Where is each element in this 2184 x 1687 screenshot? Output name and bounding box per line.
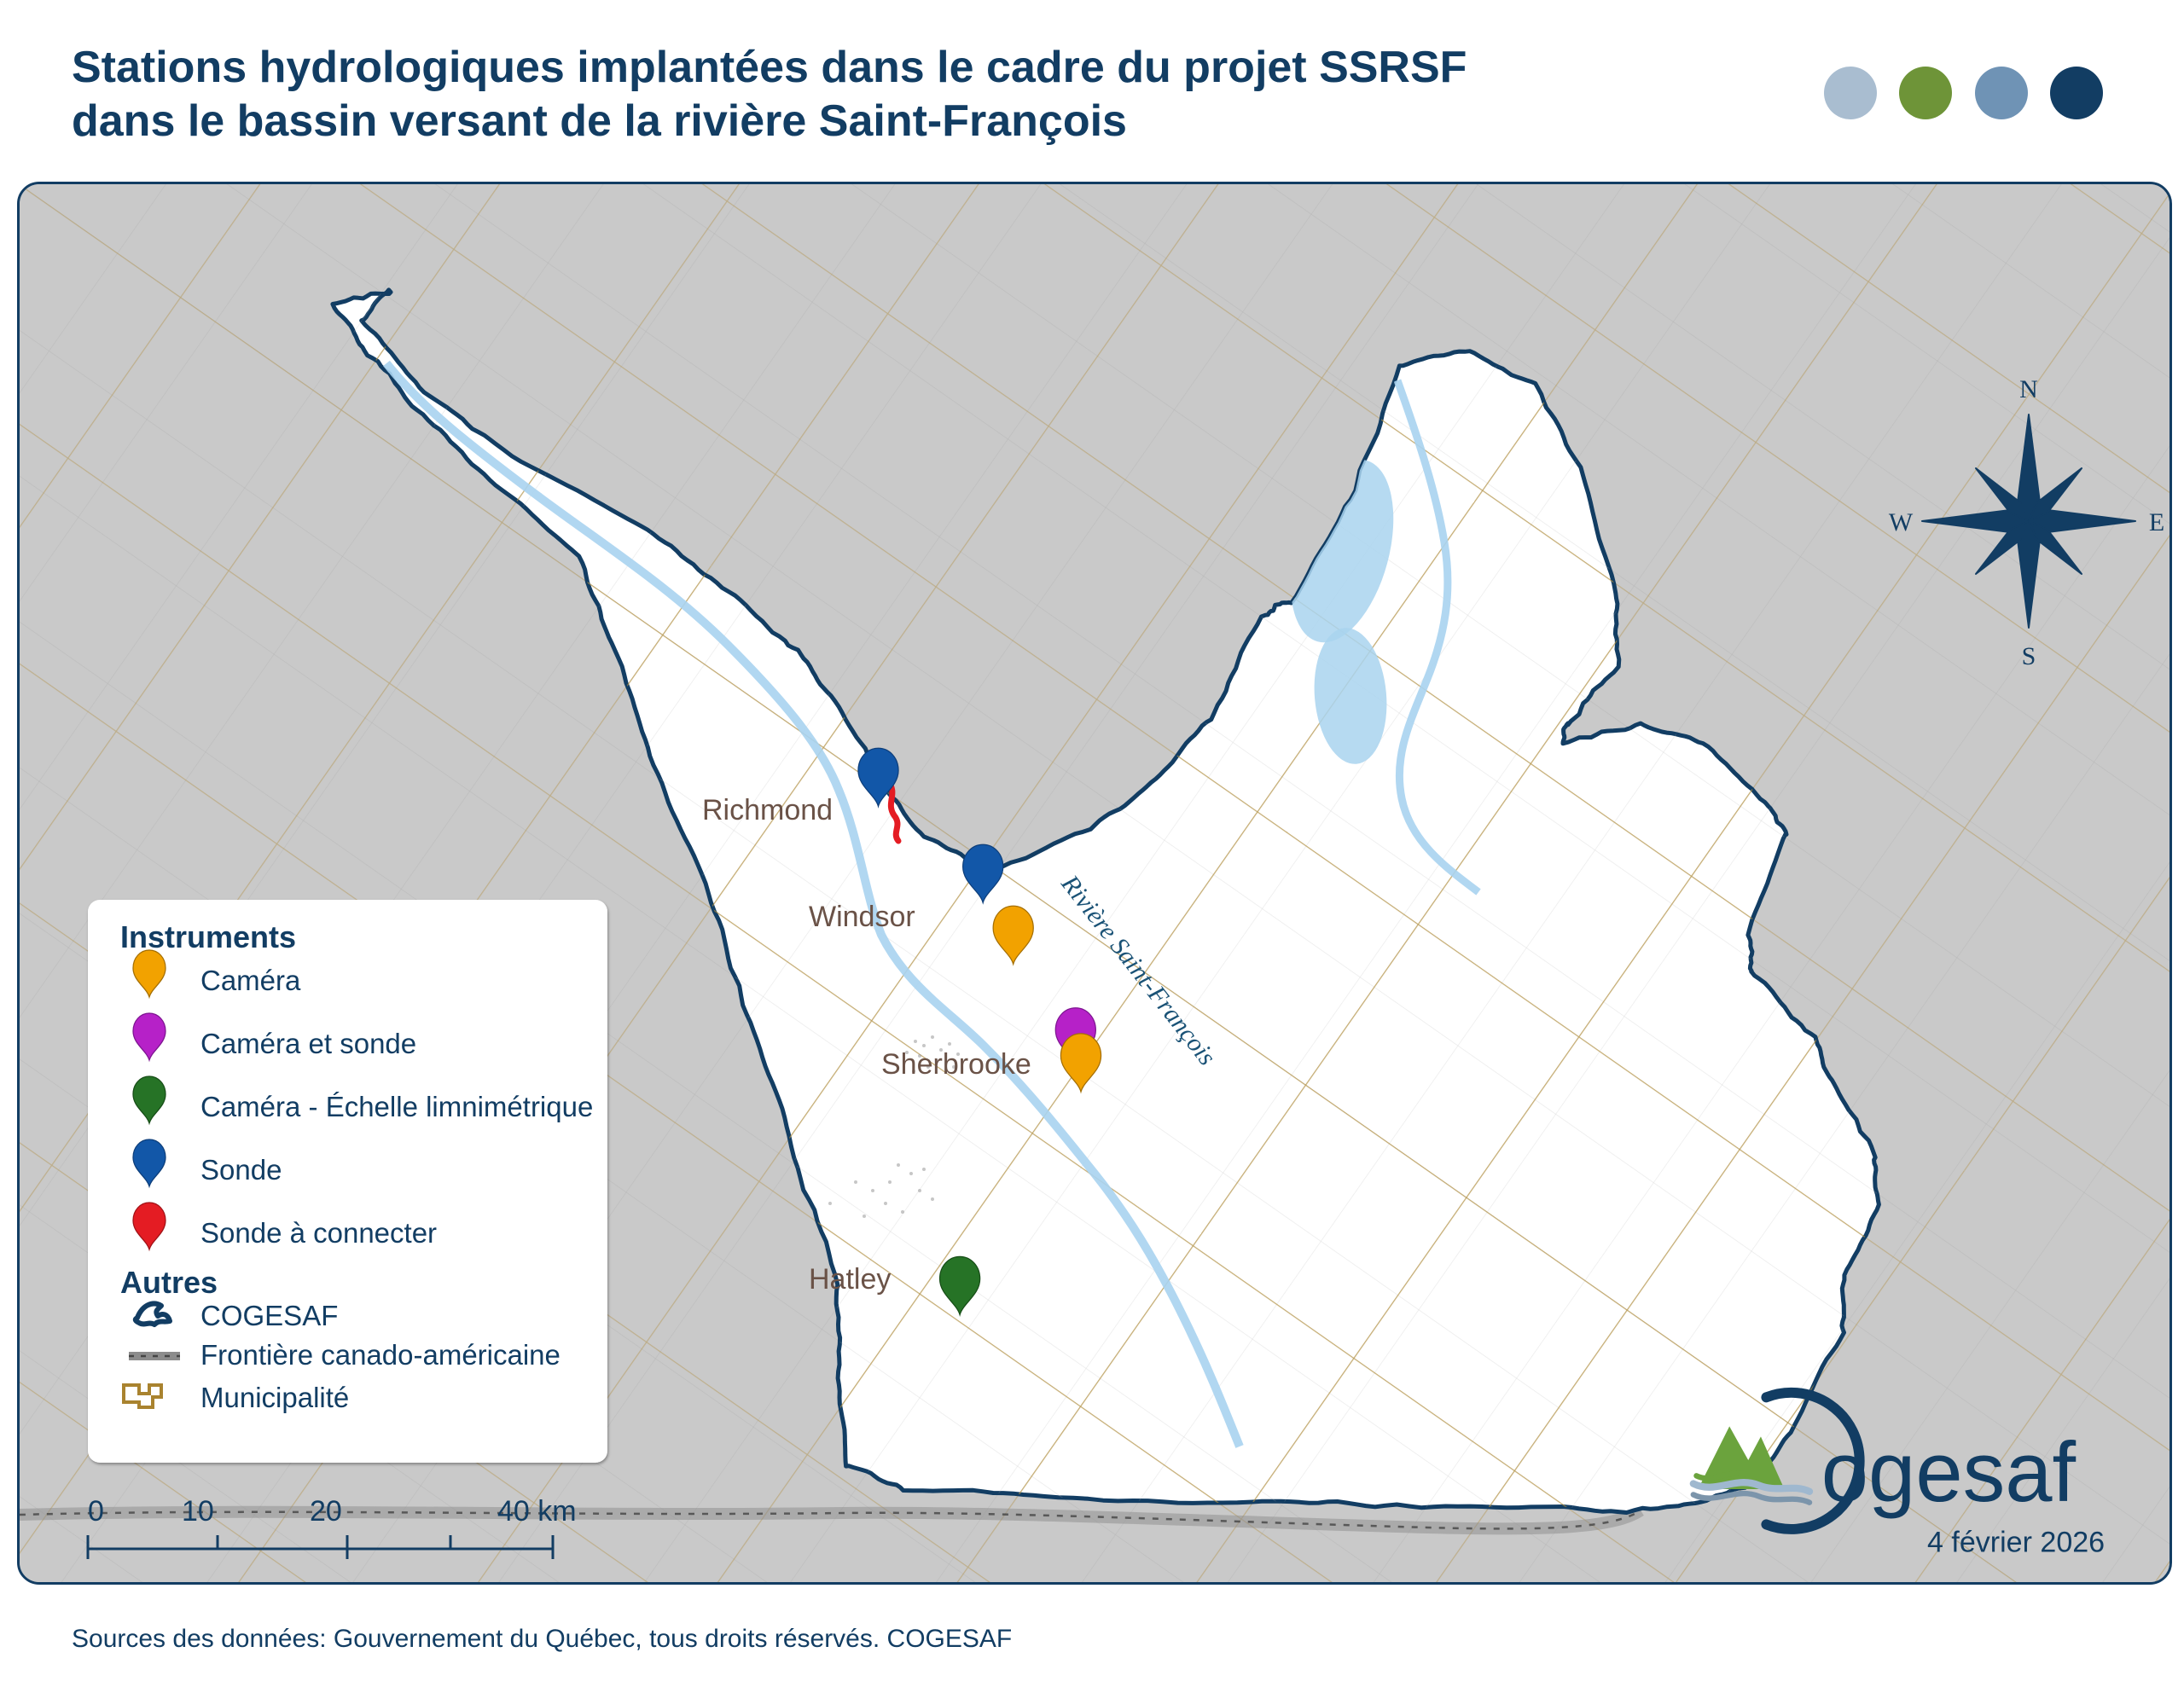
svg-text:S: S	[2022, 642, 2036, 670]
svg-text:Autres: Autres	[120, 1265, 218, 1300]
svg-text:Windsor: Windsor	[809, 901, 915, 933]
svg-text:4 février 2026: 4 février 2026	[1927, 1527, 2105, 1559]
svg-text:Sonde: Sonde	[200, 1154, 282, 1186]
svg-text:Sherbrooke: Sherbrooke	[881, 1048, 1031, 1081]
svg-text:40 km: 40 km	[497, 1495, 577, 1528]
svg-text:ogesaf: ogesaf	[1821, 1425, 2077, 1520]
svg-text:COGESAF: COGESAF	[200, 1300, 338, 1331]
svg-text:Caméra: Caméra	[200, 965, 301, 996]
svg-text:Hatley: Hatley	[809, 1263, 891, 1296]
svg-text:Municipalité: Municipalité	[200, 1382, 349, 1413]
svg-text:Frontière canado-américaine: Frontière canado-américaine	[200, 1339, 561, 1371]
svg-text:Instruments: Instruments	[120, 919, 296, 954]
svg-text:N: N	[2019, 375, 2038, 403]
svg-text:W: W	[1889, 508, 1914, 536]
svg-text:Richmond: Richmond	[702, 794, 833, 826]
svg-text:0: 0	[88, 1495, 104, 1528]
svg-text:Caméra et sonde: Caméra et sonde	[200, 1028, 416, 1059]
svg-text:20: 20	[310, 1495, 342, 1528]
svg-text:E: E	[2149, 508, 2164, 536]
svg-text:Caméra - Échelle limnimétrique: Caméra - Échelle limnimétrique	[200, 1091, 593, 1122]
svg-text:10: 10	[182, 1495, 214, 1528]
svg-text:Sonde à connecter: Sonde à connecter	[200, 1217, 437, 1249]
